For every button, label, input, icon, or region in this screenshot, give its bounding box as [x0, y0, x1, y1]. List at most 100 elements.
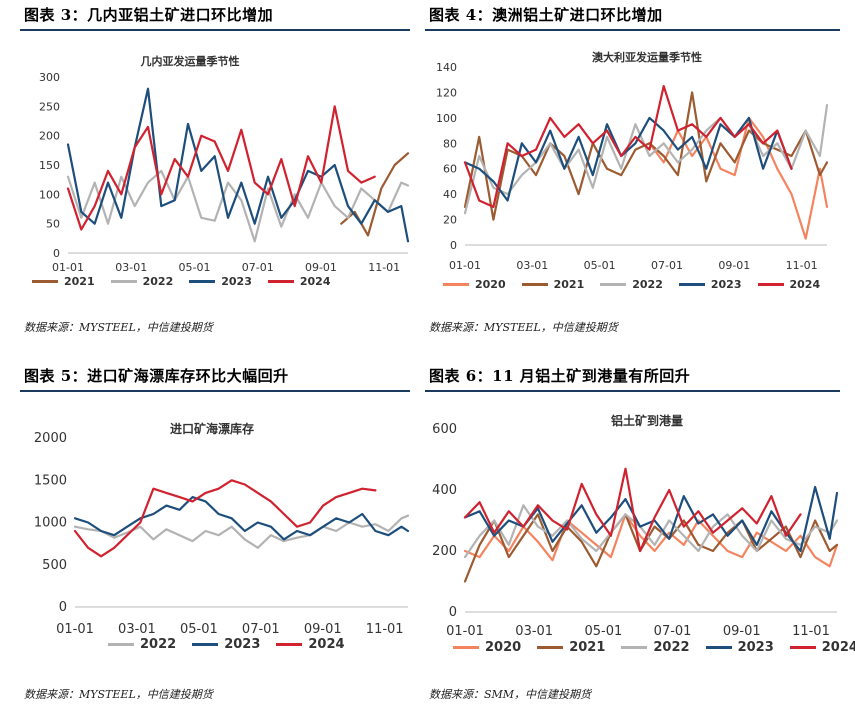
legend-swatch [443, 283, 469, 286]
x-tick-label: 07-01 [651, 259, 683, 272]
legend-label: 2023 [221, 275, 252, 288]
panel-heading: 图表 5：进口矿海漂库存环比大幅回升 [24, 367, 289, 385]
legend-item-2022: 2022 [110, 275, 173, 288]
y-tick-label: 0 [53, 247, 60, 260]
chart-legend: 2021 2022 2023 2024 [32, 275, 347, 288]
legend-label: 2023 [737, 640, 774, 655]
legend-item-2022: 2022 [621, 640, 690, 655]
y-tick-label: 400 [432, 483, 457, 498]
y-tick-label: 0 [450, 239, 457, 252]
series-line-2021 [463, 513, 839, 583]
x-tick-label: 05-01 [584, 624, 622, 639]
heading-rule [20, 29, 410, 31]
legend-label: 2021 [64, 275, 95, 288]
legend-swatch [32, 280, 58, 283]
chart-panel-port-arrivals: 图表 6：11 月铝土矿到港量有所回升 铝土矿到港量 600 400 200 0 01-0… [425, 363, 855, 708]
legend-swatch [600, 283, 627, 286]
source-note: 数据来源：MYSTEEL，中信建投期货 [24, 321, 213, 334]
line-chart: 几内亚发运量季节性 300 250 200 150 100 50 001-01 03-01 05-… [39, 54, 410, 274]
legend-item-2024: 2024 [267, 275, 331, 288]
line-chart: 进口矿海漂库存 2000 1500 1000 500 0 01-01 03-01 05-01 07… [34, 421, 410, 637]
x-tick-label: 03-01 [115, 261, 147, 274]
chart-title: 澳大利亚发运量季节性 [592, 50, 702, 64]
legend-item-2020: 2020 [453, 640, 521, 655]
legend-label: 2023 [710, 278, 742, 291]
line-chart: 澳大利亚发运量季节性 140 120 100 80 60 40 20 0 01-01 03-01 05… [436, 50, 829, 272]
legend-label: 2024 [789, 278, 821, 291]
y-tick-label: 50 [46, 218, 60, 231]
legend-item-2024: 2024 [757, 278, 821, 291]
legend-swatch [108, 643, 134, 646]
legend-label: 2020 [485, 640, 522, 655]
legend-swatch [189, 280, 216, 283]
legend-item-2020: 2020 [443, 278, 506, 291]
source-note: 数据来源：SMM，中信建投期货 [429, 688, 592, 701]
legend-swatch [621, 646, 648, 649]
x-tick-label: 11-01 [366, 622, 404, 637]
legend-item-2021: 2021 [521, 278, 585, 291]
legend-item-2021: 2021 [537, 640, 605, 655]
y-tick-label: 100 [436, 112, 457, 125]
x-tick-label: 01-01 [52, 261, 84, 274]
series-line-2023 [66, 87, 410, 243]
y-tick-label: 300 [39, 71, 60, 84]
legend-label: 2022 [632, 278, 663, 291]
legend-item-2023: 2023 [705, 640, 774, 655]
y-tick-label: 120 [436, 86, 457, 99]
y-tick-label: 150 [39, 159, 60, 172]
source-note: 数据来源：MYSTEEL，中信建投期货 [429, 321, 618, 334]
x-tick-label: 07-01 [242, 261, 274, 274]
y-tick-label: 0 [449, 605, 457, 620]
y-tick-label: 600 [432, 422, 457, 437]
series-line-2022 [463, 103, 829, 215]
x-tick-label: 09-01 [723, 624, 761, 639]
legend-item-2022: 2022 [600, 278, 663, 291]
legend-swatch [192, 643, 219, 646]
series-line-2020 [463, 513, 839, 568]
legend-swatch [110, 280, 137, 283]
legend-item-2024: 2024 [789, 640, 855, 655]
x-tick-label: 09-01 [304, 622, 342, 637]
y-tick-label: 140 [436, 61, 457, 74]
y-tick-label: 100 [39, 188, 60, 201]
y-tick-label: 20 [443, 214, 457, 227]
series-line-2024 [66, 105, 376, 231]
series-line-2024 [73, 479, 377, 558]
legend-item-2024: 2024 [276, 637, 345, 652]
series-line-2023 [73, 495, 410, 541]
legend-swatch [267, 280, 294, 283]
legend-label: 2022 [140, 637, 177, 652]
x-tick-label: 11-01 [786, 259, 818, 272]
chart-panel-floating-stock: 图表 5：进口矿海漂库存环比大幅回升 进口矿海漂库存 2000 1500 1000 50… [20, 363, 410, 708]
panel-heading: 图表 4：澳洲铝土矿进口环比增加 [429, 6, 663, 24]
y-tick-label: 200 [432, 544, 457, 559]
chart-title: 进口矿海漂库存 [170, 421, 254, 436]
chart-panel-australia: 图表 4：澳洲铝土矿进口环比增加 澳大利亚发运量季节性 140 120 100 80 60… [425, 2, 840, 342]
x-tick-label: 01-01 [446, 624, 484, 639]
x-tick-label: 11-01 [792, 624, 830, 639]
legend-item-2022: 2022 [108, 637, 176, 652]
heading-rule [425, 390, 840, 392]
x-tick-label: 03-01 [516, 259, 548, 272]
legend-swatch [789, 646, 816, 649]
legend-label: 2024 [821, 640, 855, 655]
legend-swatch [521, 283, 548, 286]
legend-label: 2024 [299, 275, 331, 288]
legend-swatch [678, 283, 705, 286]
x-tick-label: 11-01 [368, 261, 400, 274]
legend-label: 2021 [553, 278, 585, 291]
legend-label: 2024 [308, 637, 345, 652]
chart-legend: 2020 2021 2022 2023 2024 [443, 278, 836, 291]
legend-label: 2023 [224, 637, 261, 652]
y-tick-label: 2000 [34, 431, 67, 446]
y-tick-label: 1500 [34, 473, 67, 488]
y-tick-label: 500 [42, 558, 67, 573]
y-tick-label: 1000 [34, 516, 67, 531]
y-tick-label: 250 [39, 100, 60, 113]
legend-label: 2022 [653, 640, 690, 655]
series-line-2024 [463, 84, 793, 208]
y-tick-label: 80 [443, 137, 457, 150]
y-tick-label: 40 [443, 188, 457, 201]
x-tick-label: 03-01 [118, 622, 156, 637]
legend-swatch [757, 283, 784, 286]
